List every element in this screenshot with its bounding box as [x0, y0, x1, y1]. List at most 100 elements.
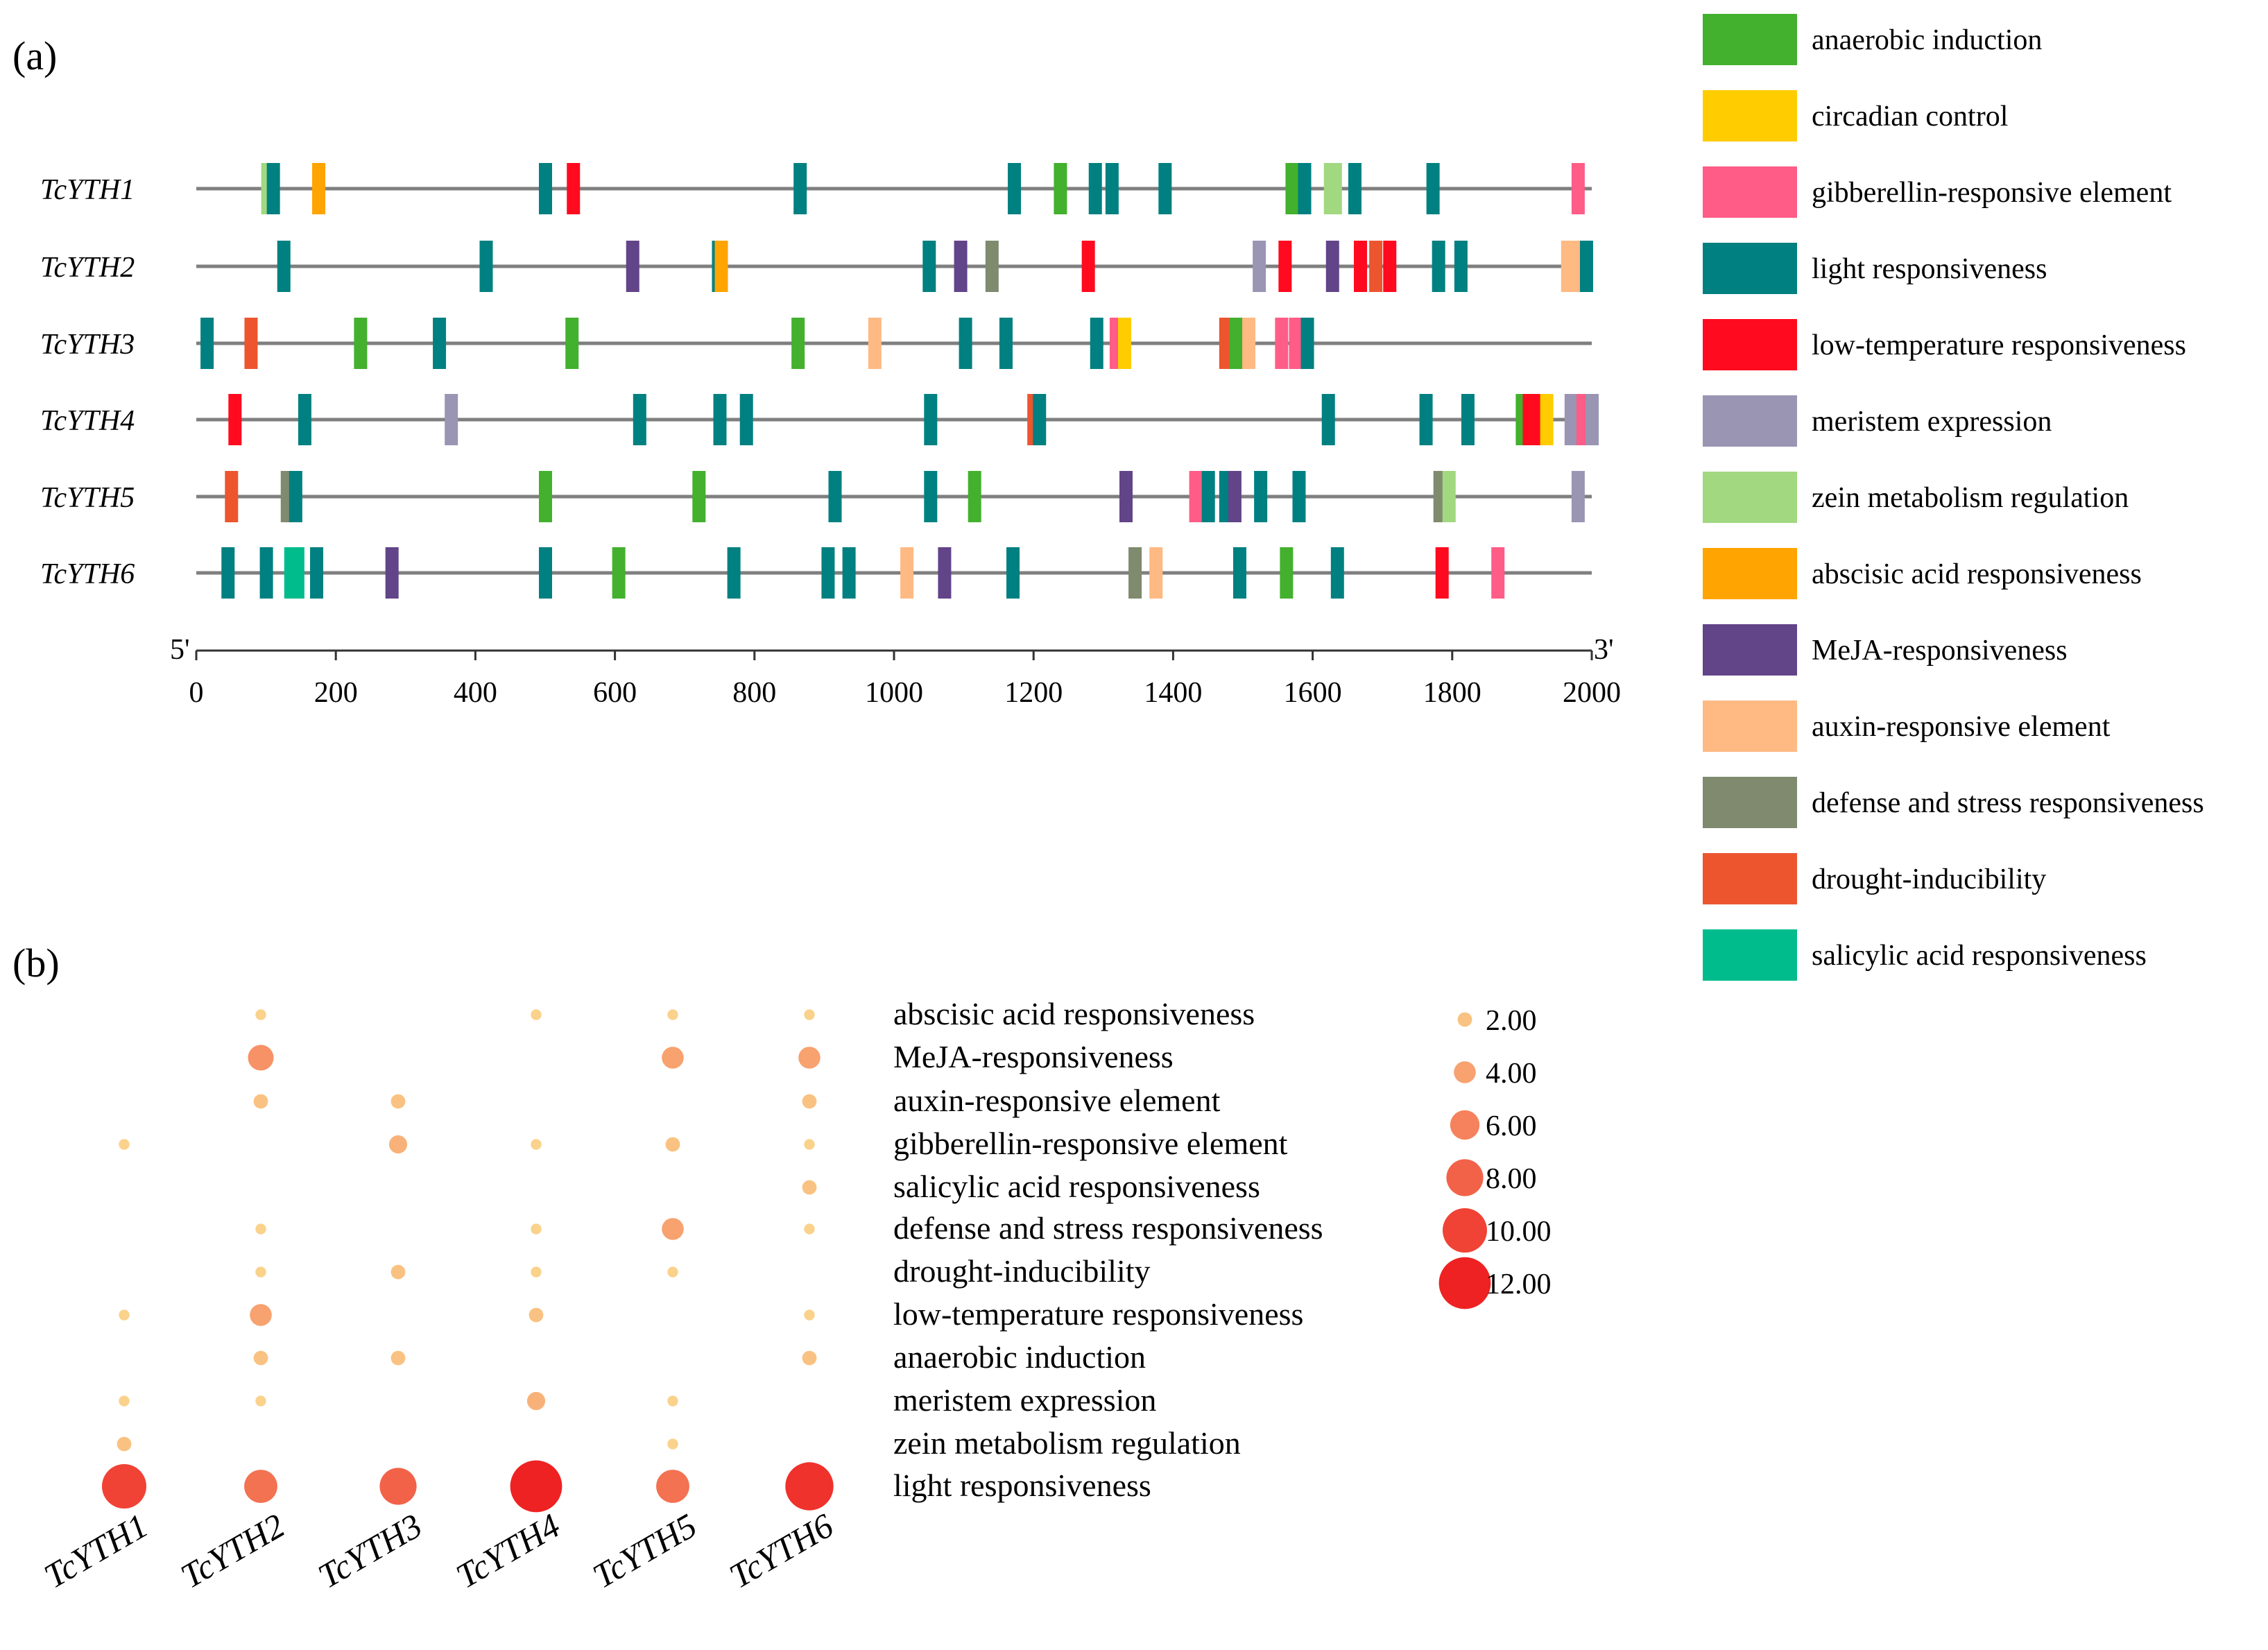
size-legend-label: 4.00 [1486, 1058, 1537, 1090]
bubble-tcyth6-low-temperature-responsiveness [804, 1309, 815, 1321]
element-light-responsiveness [1579, 241, 1593, 292]
bubble-tcyth3-auxin-responsive-element [390, 1094, 406, 1109]
legend-label-abscisic-acid-responsiveness: abscisic acid responsiveness [1812, 558, 2142, 590]
size-legend-label: 12.00 [1486, 1269, 1552, 1300]
legend-swatch-salicylic-acid-responsiveness [1703, 929, 1797, 981]
element-light-responsiveness [1298, 163, 1312, 214]
element-light-responsiveness [1292, 471, 1306, 522]
element-anaerobic-induction [1285, 163, 1299, 214]
legend-label-auxin-responsive-element: auxin-responsive element [1812, 711, 2111, 743]
bubble-tcyth4-meristem-expression [526, 1391, 546, 1411]
element-light-responsiveness [821, 547, 835, 599]
gene-axis-label-tcyth1: TcYTH1 [37, 1506, 154, 1596]
element-light-responsiveness [479, 241, 493, 292]
element-anaerobic-induction [1280, 547, 1294, 599]
element-drought-inducibility [225, 471, 239, 522]
element-low-temperature-responsiveness [567, 163, 581, 214]
element-gibberellin-responsive-element [1289, 318, 1303, 369]
bubble-tcyth6-meja-responsiveness [798, 1047, 821, 1069]
gene-label-tcyth4: TcYTH4 [40, 405, 135, 437]
gene-label-tcyth6: TcYTH6 [40, 558, 135, 590]
position-axis: 5' 3' 0 200 400 600 800 1000 1200 1400 1600 1800 2… [170, 634, 1621, 709]
bubble-tcyth4-drought-inducibility [531, 1266, 542, 1278]
element-meristem-expression [1253, 241, 1266, 292]
element-light-responsiveness [1321, 394, 1335, 445]
gene-label-tcyth1: TcYTH1 [40, 174, 135, 206]
x-tick-label: 1400 [1144, 677, 1202, 709]
element-light-responsiveness [1348, 163, 1361, 214]
category-label-light-responsiveness: light responsiveness [893, 1468, 1151, 1503]
gene-axis-label-tcyth2: TcYTH2 [174, 1506, 291, 1596]
element-light-responsiveness [310, 547, 324, 599]
legend-swatch-gibberellin-responsive-element [1703, 166, 1797, 218]
cis-element-boxes [200, 163, 1599, 599]
element-defense-and-stress-responsiveness [985, 241, 999, 292]
bubble-tcyth2-meja-responsiveness [248, 1045, 274, 1071]
size-legend-bubble [1446, 1159, 1484, 1196]
category-label-low-temperature-responsiveness: low-temperature responsiveness [893, 1296, 1303, 1332]
element-auxin-responsive-element [868, 318, 882, 369]
bubble-tcyth1-meristem-expression [119, 1395, 130, 1407]
bubble-tcyth6-salicylic-acid-responsiveness [802, 1180, 817, 1195]
gene-label-tcyth3: TcYTH3 [40, 329, 135, 361]
three-prime-label: 3' [1594, 634, 1614, 666]
bubble-tcyth2-anaerobic-induction [253, 1350, 268, 1366]
bubble-tcyth5-meja-responsiveness [662, 1047, 684, 1069]
size-legend-bubble [1457, 1012, 1472, 1027]
x-tick-label: 1200 [1004, 677, 1063, 709]
element-gibberellin-responsive-element [1491, 547, 1505, 599]
legend-label-anaerobic-induction: anaerobic induction [1812, 24, 2042, 56]
x-tick-label: 400 [454, 677, 497, 709]
element-anaerobic-induction [354, 318, 368, 369]
size-legend-bubble [1454, 1061, 1476, 1083]
legend-swatch-abscisic-acid-responsiveness [1703, 548, 1797, 599]
bubble-tcyth2-auxin-responsive-element [253, 1094, 268, 1109]
bubble-tcyth4-low-temperature-responsiveness [529, 1307, 544, 1323]
element-light-responsiveness [793, 163, 807, 214]
bubble-tcyth1-low-temperature-responsiveness [119, 1309, 130, 1321]
bubble-tcyth1-light-responsiveness [102, 1464, 146, 1509]
panel-a-label: (a) [12, 33, 57, 78]
bubble-tcyth2-defense-and-stress-responsiveness [255, 1223, 266, 1235]
element-abscisic-acid-responsiveness [312, 163, 326, 214]
category-label-meja-responsiveness: MeJA-responsiveness [893, 1039, 1174, 1074]
legend-label-defense-and-stress-responsiveness: defense and stress responsiveness [1812, 787, 2204, 819]
element-anaerobic-induction [1229, 318, 1243, 369]
bubble-tcyth2-drought-inducibility [255, 1266, 266, 1278]
gene-labels: TcYTH1 TcYTH2 TcYTH3 TcYTH4 TcYTH5 TcYTH6 [37, 1506, 839, 1596]
element-low-temperature-responsiveness [1081, 241, 1095, 292]
bubble-tcyth1-zein-metabolism-regulation [117, 1436, 132, 1452]
element-light-responsiveness [1008, 163, 1022, 214]
element-light-responsiveness [1232, 547, 1246, 599]
x-tick-label: 1800 [1423, 677, 1481, 709]
legend-swatch-low-temperature-responsiveness [1703, 319, 1797, 370]
element-light-responsiveness [200, 318, 214, 369]
element-light-responsiveness [1088, 163, 1102, 214]
legend-swatch-meristem-expression [1703, 395, 1797, 447]
element-light-responsiveness [1432, 241, 1445, 292]
element-meristem-expression [445, 394, 458, 445]
gene-axis-label-tcyth5: TcYTH5 [586, 1506, 703, 1596]
category-label-auxin-responsive-element: auxin-responsive element [893, 1083, 1221, 1118]
element-light-responsiveness [633, 394, 646, 445]
size-legend-bubble [1450, 1110, 1480, 1140]
legend-swatch-zein-metabolism-regulation [1703, 472, 1797, 523]
legend-label-drought-inducibility: drought-inducibility [1812, 863, 2046, 895]
element-light-responsiveness [1419, 394, 1433, 445]
bubble-tcyth4-defense-and-stress-responsiveness [531, 1223, 542, 1235]
element-light-responsiveness [277, 241, 291, 292]
promoter-element-map: TcYTH1 TcYTH2 TcYTH3 TcYTH4 TcYTH5 TcYTH6 5' … [40, 163, 1621, 709]
element-low-temperature-responsiveness [1278, 241, 1292, 292]
element-light-responsiveness [1461, 394, 1475, 445]
element-light-responsiveness [1300, 318, 1314, 369]
category-label-anaerobic-induction: anaerobic induction [893, 1339, 1146, 1375]
bubble-tcyth3-light-responsiveness [379, 1468, 417, 1505]
element-meja-responsiveness [1119, 471, 1133, 522]
gene-axis-label-tcyth3: TcYTH3 [311, 1506, 428, 1596]
legend-label-gibberellin-responsive-element: gibberellin-responsive element [1812, 177, 2172, 209]
size-legend-bubble [1443, 1208, 1487, 1253]
bubble-tcyth2-low-temperature-responsiveness [250, 1304, 272, 1326]
bubble-tcyth6-gibberellin-responsive-element [804, 1139, 815, 1150]
element-light-responsiveness [999, 318, 1013, 369]
